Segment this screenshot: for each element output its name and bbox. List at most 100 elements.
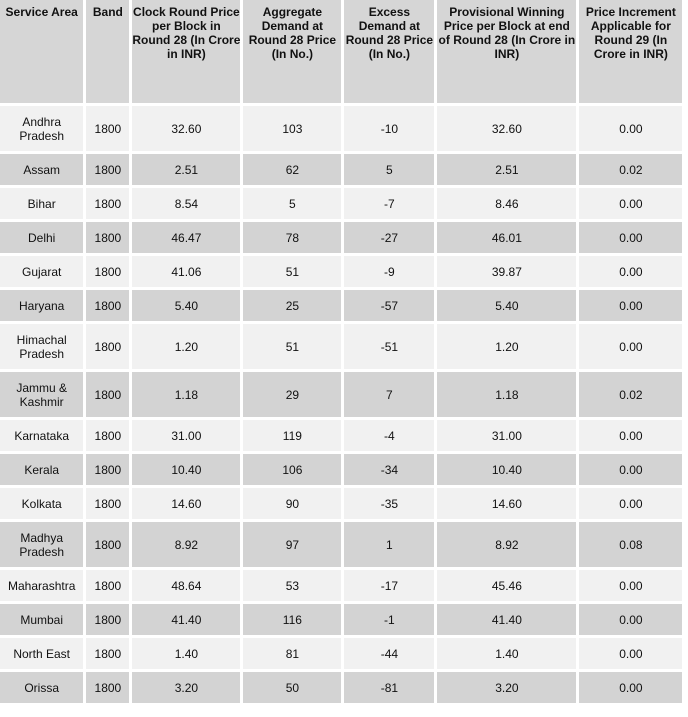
clock-price-cell: 1.40 bbox=[132, 638, 241, 669]
excess-demand-cell: -44 bbox=[344, 638, 435, 669]
band-cell: 1800 bbox=[86, 420, 130, 451]
clock-price-cell: 10.40 bbox=[132, 454, 241, 485]
price-increment-cell: 0.00 bbox=[579, 488, 683, 519]
excess-demand-cell: 1 bbox=[344, 522, 435, 567]
service-area-cell: Himachal Pradesh bbox=[0, 324, 84, 369]
service-area-cell: Assam bbox=[0, 154, 84, 185]
clock-price-cell: 1.18 bbox=[132, 372, 241, 417]
provisional-price-cell: 5.40 bbox=[437, 290, 577, 321]
provisional-price-cell: 32.60 bbox=[437, 106, 577, 151]
column-header: Price Increment Applicable for Round 29 … bbox=[579, 0, 683, 103]
service-area-cell: Maharashtra bbox=[0, 570, 84, 601]
table-row: Karnataka 1800 31.00 119 -4 31.00 0.00 bbox=[0, 420, 683, 451]
aggregate-demand-cell: 90 bbox=[243, 488, 342, 519]
price-increment-cell: 0.02 bbox=[579, 154, 683, 185]
service-area-cell: Orissa bbox=[0, 672, 84, 703]
price-increment-cell: 0.00 bbox=[579, 188, 683, 219]
aggregate-demand-cell: 25 bbox=[243, 290, 342, 321]
service-area-cell: Haryana bbox=[0, 290, 84, 321]
table-row: Andhra Pradesh 1800 32.60 103 -10 32.60 0.00 bbox=[0, 106, 683, 151]
excess-demand-cell: -35 bbox=[344, 488, 435, 519]
price-increment-cell: 0.00 bbox=[579, 454, 683, 485]
band-cell: 1800 bbox=[86, 522, 130, 567]
provisional-price-cell: 8.92 bbox=[437, 522, 577, 567]
column-header: Service Area bbox=[0, 0, 84, 103]
price-increment-cell: 0.00 bbox=[579, 570, 683, 601]
band-cell: 1800 bbox=[86, 488, 130, 519]
price-increment-cell: 0.00 bbox=[579, 324, 683, 369]
aggregate-demand-cell: 78 bbox=[243, 222, 342, 253]
service-area-cell: Bihar bbox=[0, 188, 84, 219]
excess-demand-cell: -1 bbox=[344, 604, 435, 635]
excess-demand-cell: -17 bbox=[344, 570, 435, 601]
aggregate-demand-cell: 103 bbox=[243, 106, 342, 151]
band-cell: 1800 bbox=[86, 372, 130, 417]
clock-price-cell: 5.40 bbox=[132, 290, 241, 321]
price-increment-cell: 0.00 bbox=[579, 638, 683, 669]
clock-price-cell: 8.54 bbox=[132, 188, 241, 219]
band-cell: 1800 bbox=[86, 672, 130, 703]
clock-price-cell: 41.40 bbox=[132, 604, 241, 635]
column-header: Aggregate Demand at Round 28 Price (In N… bbox=[243, 0, 342, 103]
provisional-price-cell: 14.60 bbox=[437, 488, 577, 519]
provisional-price-cell: 8.46 bbox=[437, 188, 577, 219]
aggregate-demand-cell: 51 bbox=[243, 324, 342, 369]
table-row: Himachal Pradesh 1800 1.20 51 -51 1.20 0.00 bbox=[0, 324, 683, 369]
clock-price-cell: 1.20 bbox=[132, 324, 241, 369]
provisional-price-cell: 10.40 bbox=[437, 454, 577, 485]
aggregate-demand-cell: 51 bbox=[243, 256, 342, 287]
price-increment-cell: 0.00 bbox=[579, 420, 683, 451]
price-increment-cell: 0.00 bbox=[579, 672, 683, 703]
band-cell: 1800 bbox=[86, 222, 130, 253]
aggregate-demand-cell: 116 bbox=[243, 604, 342, 635]
service-area-cell: Gujarat bbox=[0, 256, 84, 287]
table-body: Andhra Pradesh 1800 32.60 103 -10 32.60 0.00 As… bbox=[0, 106, 683, 703]
excess-demand-cell: -57 bbox=[344, 290, 435, 321]
service-area-cell: Madhya Pradesh bbox=[0, 522, 84, 567]
service-area-cell: Kolkata bbox=[0, 488, 84, 519]
column-header: Provisional Winning Price per Block at e… bbox=[437, 0, 577, 103]
price-increment-cell: 0.00 bbox=[579, 256, 683, 287]
table-row: Delhi 1800 46.47 78 -27 46.01 0.00 bbox=[0, 222, 683, 253]
provisional-price-cell: 46.01 bbox=[437, 222, 577, 253]
clock-price-cell: 32.60 bbox=[132, 106, 241, 151]
price-increment-cell: 0.02 bbox=[579, 372, 683, 417]
excess-demand-cell: 7 bbox=[344, 372, 435, 417]
table-row: Kolkata 1800 14.60 90 -35 14.60 0.00 bbox=[0, 488, 683, 519]
excess-demand-cell: -4 bbox=[344, 420, 435, 451]
table-row: Orissa 1800 3.20 50 -81 3.20 0.00 bbox=[0, 672, 683, 703]
service-area-cell: Kerala bbox=[0, 454, 84, 485]
aggregate-demand-cell: 97 bbox=[243, 522, 342, 567]
band-cell: 1800 bbox=[86, 570, 130, 601]
aggregate-demand-cell: 81 bbox=[243, 638, 342, 669]
header-row: Service Area Band Clock Round Price per … bbox=[0, 0, 683, 103]
column-header: Band bbox=[86, 0, 130, 103]
aggregate-demand-cell: 5 bbox=[243, 188, 342, 219]
excess-demand-cell: -51 bbox=[344, 324, 435, 369]
clock-price-cell: 2.51 bbox=[132, 154, 241, 185]
clock-price-cell: 8.92 bbox=[132, 522, 241, 567]
clock-price-cell: 41.06 bbox=[132, 256, 241, 287]
band-cell: 1800 bbox=[86, 454, 130, 485]
column-header: Excess Demand at Round 28 Price (In No.) bbox=[344, 0, 435, 103]
column-header: Clock Round Price per Block in Round 28 … bbox=[132, 0, 240, 103]
price-increment-cell: 0.00 bbox=[579, 604, 683, 635]
clock-price-cell: 46.47 bbox=[132, 222, 241, 253]
price-increment-cell: 0.08 bbox=[579, 522, 683, 567]
clock-price-cell: 48.64 bbox=[132, 570, 241, 601]
excess-demand-cell: -27 bbox=[344, 222, 435, 253]
table-row: Madhya Pradesh 1800 8.92 97 1 8.92 0.08 bbox=[0, 522, 683, 567]
table-row: North East 1800 1.40 81 -44 1.40 0.00 bbox=[0, 638, 683, 669]
table-row: Jammu & Kashmir 1800 1.18 29 7 1.18 0.02 bbox=[0, 372, 683, 417]
excess-demand-cell: -81 bbox=[344, 672, 435, 703]
provisional-price-cell: 45.46 bbox=[437, 570, 577, 601]
excess-demand-cell: -9 bbox=[344, 256, 435, 287]
table-row: Assam 1800 2.51 62 5 2.51 0.02 bbox=[0, 154, 683, 185]
aggregate-demand-cell: 119 bbox=[243, 420, 342, 451]
aggregate-demand-cell: 62 bbox=[243, 154, 342, 185]
band-cell: 1800 bbox=[86, 188, 130, 219]
service-area-cell: Mumbai bbox=[0, 604, 84, 635]
aggregate-demand-cell: 50 bbox=[243, 672, 342, 703]
table-row: Mumbai 1800 41.40 116 -1 41.40 0.00 bbox=[0, 604, 683, 635]
